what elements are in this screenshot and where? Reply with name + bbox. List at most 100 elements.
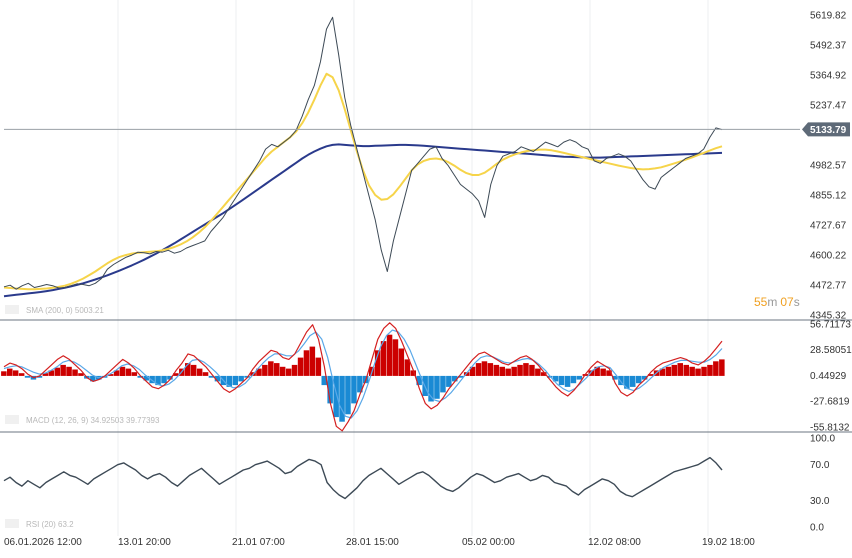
- macd-histogram-bar: [173, 373, 179, 376]
- macd-histogram-bar: [499, 366, 505, 376]
- macd-histogram-bar: [12, 370, 19, 376]
- candle-timer: 55m 07s: [754, 295, 800, 309]
- y-tick-label: 4472.77: [810, 281, 847, 292]
- macd-histogram-bar: [131, 372, 138, 376]
- rsi-series-group: [3, 456, 723, 500]
- macd-histogram-bar: [161, 375, 167, 384]
- price-panel[interactable]: SMA (200, 0) 5003.21 55m 07s: [3, 16, 800, 315]
- macd-histogram-bar: [523, 363, 529, 376]
- macd-histogram-bar: [647, 374, 654, 376]
- macd-histogram-bar: [297, 357, 304, 376]
- macd-histogram-bar: [446, 375, 452, 387]
- macd-histogram-bar: [321, 375, 327, 386]
- macd-histogram-bar: [66, 366, 72, 376]
- macd-histogram-bar: [60, 364, 66, 376]
- macd-histogram-bar: [701, 366, 707, 376]
- macd-panel[interactable]: MACD (12, 26, 9) 34.92503 39.77393: [1, 322, 725, 432]
- macd-histogram-bar: [487, 363, 494, 376]
- macd-histogram-bar: [576, 375, 583, 380]
- macd-histogram-bar: [695, 368, 701, 376]
- macd-histogram-bar: [256, 368, 262, 376]
- x-tick-label: 12.02 08:00: [588, 537, 641, 548]
- macd-histogram-bar: [24, 375, 31, 378]
- macd-histogram-bar: [226, 375, 232, 387]
- y-tick-label: 4727.67: [810, 221, 847, 232]
- macd-histogram-bar: [618, 375, 624, 386]
- macd-histogram-bar: [285, 368, 292, 376]
- macd-histogram-bar: [143, 375, 149, 381]
- rsi-panel[interactable]: RSI (20) 63.2: [3, 456, 723, 529]
- macd-histogram-bar: [665, 366, 672, 376]
- macd-histogram-bar: [410, 370, 416, 376]
- macd-histogram-bar: [78, 373, 84, 376]
- macd-histogram-bar: [600, 368, 606, 376]
- grid-lines: [0, 0, 852, 536]
- macd-histogram-bar: [380, 341, 387, 376]
- macd-histogram-bar: [552, 375, 559, 382]
- macd-histogram-bar: [1, 371, 7, 376]
- macd-histogram-bar: [42, 373, 49, 376]
- y-tick-label: 28.58051: [810, 345, 852, 356]
- macd-histogram-bar: [558, 375, 565, 386]
- macd-histogram-bar: [535, 368, 541, 376]
- y-tick-label: -55.8132: [810, 423, 850, 434]
- sma-legend-icon: [5, 305, 19, 314]
- macd-histogram-bar: [119, 366, 126, 376]
- current-price-tag-background: [802, 122, 850, 137]
- macd-histogram-bar: [440, 375, 446, 393]
- macd-histogram-bar: [196, 368, 203, 376]
- macd-histogram-bar: [309, 346, 316, 376]
- macd-histogram-bar: [279, 366, 286, 376]
- macd-series-group: [1, 322, 725, 432]
- macd-histogram-bar: [327, 375, 333, 404]
- macd-histogram-bar: [416, 375, 422, 386]
- macd-histogram-bar: [392, 339, 399, 376]
- macd-histogram-bar: [505, 368, 511, 376]
- y-tick-label: -27.6819: [810, 397, 850, 408]
- macd-histogram-bar: [315, 357, 322, 376]
- macd-histogram-bar: [636, 375, 642, 384]
- macd-histogram-bar: [7, 368, 13, 376]
- macd-histogram-bar: [262, 364, 268, 376]
- y-tick-label: 4345.32: [810, 311, 847, 322]
- y-tick-label: 0.44929: [810, 371, 847, 382]
- macd-histogram-bar: [493, 364, 500, 376]
- macd-histogram-bar: [291, 364, 298, 376]
- macd-histogram-bar: [719, 359, 725, 376]
- macd-histogram-bar: [404, 359, 411, 376]
- macd-histogram-bar: [475, 363, 482, 376]
- macd-histogram-bar: [547, 375, 553, 378]
- macd-histogram-bar: [713, 361, 719, 376]
- macd-legend-text: MACD (12, 26, 9) 34.92503 39.77393: [26, 416, 160, 425]
- macd-histogram-bar: [374, 350, 381, 376]
- macd-histogram-bar: [339, 375, 345, 422]
- rsi-legend-text: RSI (20) 63.2: [26, 520, 74, 529]
- macd-histogram-bar: [570, 375, 577, 384]
- timer-minutes: 55: [754, 295, 768, 309]
- macd-histogram-bar: [357, 375, 363, 393]
- macd-line: [3, 322, 723, 432]
- x-tick-label: 13.01 20:00: [118, 537, 171, 548]
- macd-histogram-bar: [155, 375, 161, 386]
- x-tick-label: 19.02 18:00: [702, 537, 755, 548]
- timer-seconds-suffix: s: [794, 295, 800, 309]
- x-tick-label: 06.01.2026 12:00: [4, 537, 82, 548]
- macd-histogram-bar: [606, 370, 612, 376]
- x-axis-ticks: 06.01.2026 12:00 13.01 20:00 21.01 07:00 28…: [4, 537, 755, 548]
- macd-histogram-bar: [72, 369, 78, 376]
- macd-histogram-bar: [386, 334, 393, 376]
- macd-histogram-bar: [244, 375, 250, 378]
- macd-histogram-bar: [612, 375, 618, 380]
- macd-histogram-bar: [469, 366, 476, 376]
- y-axis-ticks: 5619.82 5492.37 5364.92 5237.47 4982.57 4855.…: [810, 11, 852, 534]
- rsi-line: [3, 456, 723, 500]
- x-tick-label: 05.02 00:00: [462, 537, 515, 548]
- macd-histogram-bar: [149, 375, 155, 384]
- macd-histogram-bar: [677, 363, 683, 376]
- y-tick-label: 5619.82: [810, 11, 847, 22]
- macd-histogram-bar: [398, 348, 405, 376]
- macd-histogram-bar: [458, 375, 464, 378]
- current-price-tag: 5133.79: [802, 122, 850, 137]
- macd-histogram-bar: [624, 375, 630, 389]
